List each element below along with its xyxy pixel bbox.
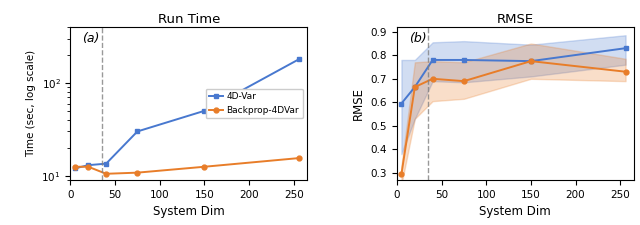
Title: RMSE: RMSE — [497, 13, 534, 26]
Text: (a): (a) — [82, 32, 100, 45]
Text: (b): (b) — [409, 32, 426, 45]
4D-Var — [84, 164, 92, 166]
Title: Run Time: Run Time — [157, 13, 220, 26]
Backprop-4DVar — [295, 157, 303, 160]
Line: Backprop-4DVar: Backprop-4DVar — [72, 156, 301, 176]
Backprop-4DVar — [134, 171, 141, 174]
4D-Var — [200, 110, 208, 112]
Backprop-4DVar — [71, 165, 79, 168]
4D-Var — [71, 167, 79, 170]
X-axis label: System Dim: System Dim — [479, 205, 551, 218]
Legend: 4D-Var, Backprop-4DVar: 4D-Var, Backprop-4DVar — [205, 89, 303, 118]
Backprop-4DVar — [102, 172, 110, 175]
Y-axis label: Time (sec, log scale): Time (sec, log scale) — [26, 50, 36, 157]
Backprop-4DVar — [84, 165, 92, 168]
X-axis label: System Dim: System Dim — [153, 205, 225, 218]
4D-Var — [102, 162, 110, 165]
Y-axis label: RMSE: RMSE — [352, 87, 365, 120]
4D-Var — [134, 130, 141, 133]
Backprop-4DVar — [200, 165, 208, 168]
Line: 4D-Var: 4D-Var — [72, 57, 301, 171]
4D-Var — [295, 58, 303, 61]
